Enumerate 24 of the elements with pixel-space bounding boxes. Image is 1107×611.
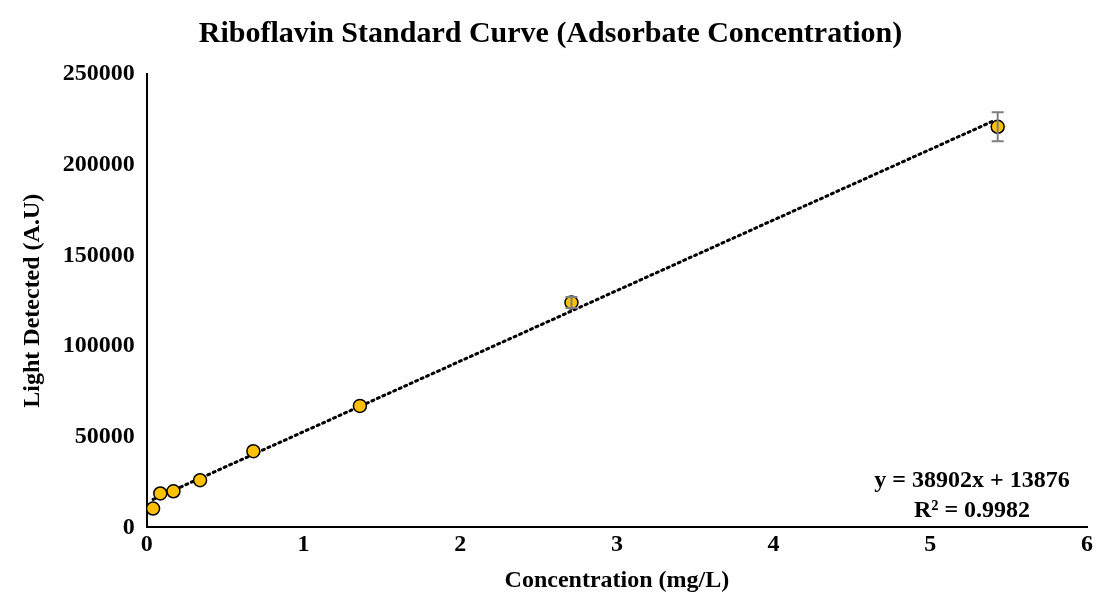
point — [166, 484, 181, 499]
point — [352, 398, 368, 414]
point — [153, 486, 168, 501]
chart-title: Riboflavin Standard Curve (Adsorbate Concentration) — [198, 14, 903, 49]
y-axis-title: Light Detected (A.U) — [17, 193, 44, 408]
x-tick-label: 6 — [1081, 530, 1093, 556]
x-tick-label: 2 — [454, 530, 467, 556]
x-tick-label: 4 — [767, 530, 780, 556]
y-tick-label: 250000 — [62, 59, 135, 86]
x-tick-label: 3 — [610, 530, 623, 556]
x-tick-label: 5 — [924, 530, 937, 556]
x-tick-label: 0 — [140, 530, 153, 556]
y-tick-label: 150000 — [62, 240, 135, 267]
y-tick-label: 0 — [122, 512, 135, 539]
y-tick-label: 100000 — [62, 331, 135, 358]
y-tick-label: 50000 — [74, 421, 135, 448]
x-axis-title: Concentration (mg/L) — [504, 565, 730, 592]
x-tick-label: 1 — [297, 530, 310, 556]
annotation: y = 38902x + 13876 — [874, 466, 1070, 493]
point — [146, 501, 161, 516]
point — [246, 443, 261, 459]
point — [192, 473, 208, 488]
annotation: R² = 0.9982 — [913, 496, 1031, 523]
y-tick-label: 200000 — [62, 149, 135, 176]
